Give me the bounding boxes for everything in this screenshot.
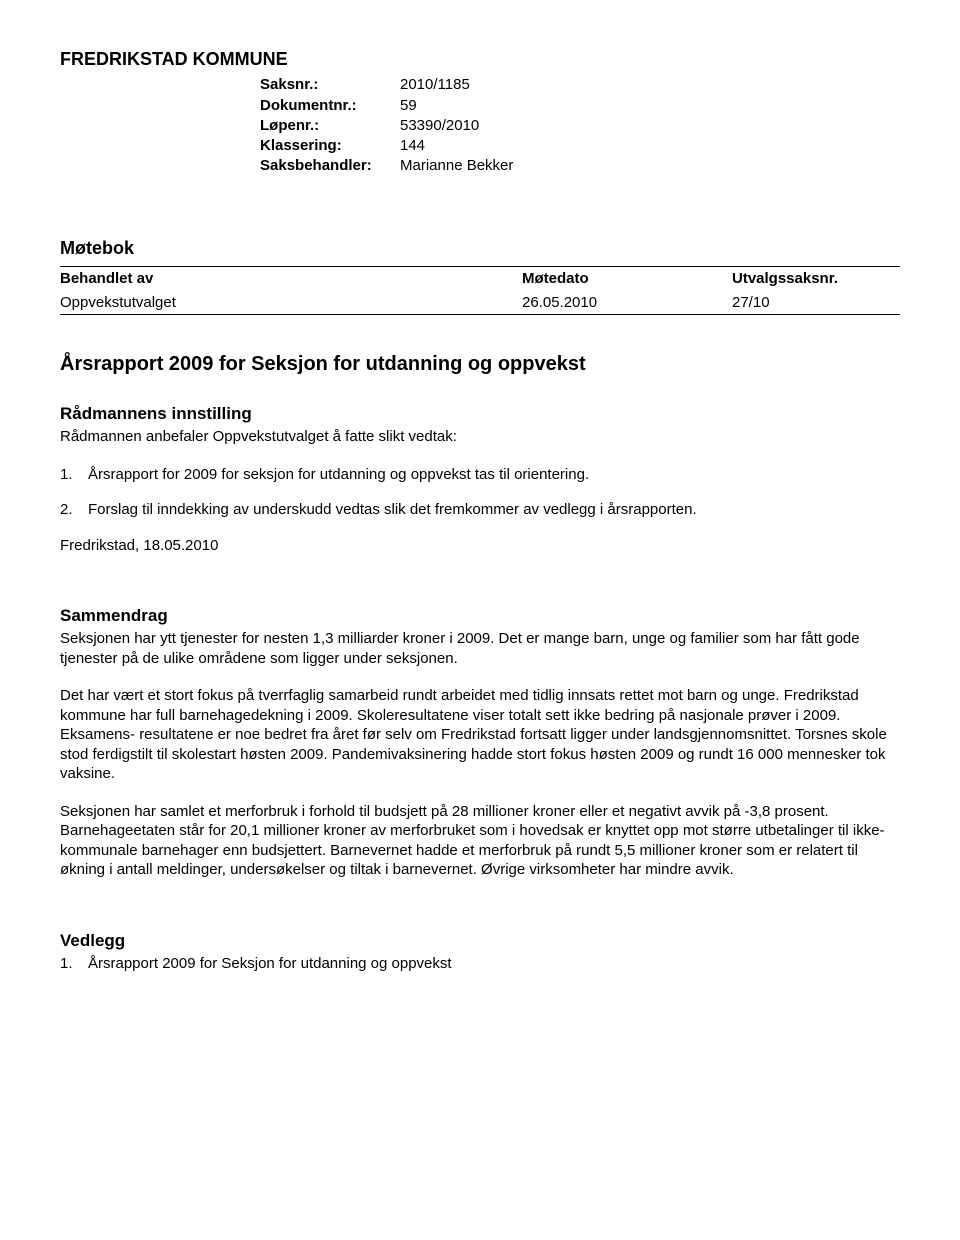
meta-value: 53390/2010 (400, 116, 479, 136)
innstilling-item: 2. Forslag til inndekking av underskudd … (60, 500, 900, 520)
vedlegg-heading: Vedlegg (60, 930, 900, 952)
motebok-heading: Møtebok (60, 237, 900, 260)
item-number: 1. (60, 465, 88, 485)
meta-label: Saksbehandler: (260, 156, 400, 176)
dateplace: Fredrikstad, 18.05.2010 (60, 536, 900, 556)
sammendrag-p1: Seksjonen har ytt tjenester for nesten 1… (60, 629, 900, 668)
meta-row: Løpenr.: 53390/2010 (260, 116, 900, 136)
meta-label: Saksnr.: (260, 75, 400, 95)
item-number: 2. (60, 500, 88, 520)
case-metadata: Saksnr.: 2010/1185 Dokumentnr.: 59 Løpen… (260, 75, 900, 176)
item-text: Forslag til inndekking av underskudd ved… (88, 500, 900, 520)
table-header-row: Behandlet av Møtedato Utvalgssaksnr. (60, 267, 900, 291)
item-number: 1. (60, 954, 88, 974)
meta-label: Dokumentnr.: (260, 96, 400, 116)
vedlegg-item: 1. Årsrapport 2009 for Seksjon for utdan… (60, 954, 900, 974)
table-row: Oppvekstutvalget 26.05.2010 27/10 (60, 291, 900, 315)
sammendrag-heading: Sammendrag (60, 605, 900, 627)
meta-value: 2010/1185 (400, 75, 470, 95)
meta-value: Marianne Bekker (400, 156, 513, 176)
meta-row: Saksnr.: 2010/1185 (260, 75, 900, 95)
cell-utvalgssaksnr: 27/10 (732, 291, 900, 315)
meta-row: Klassering: 144 (260, 136, 900, 156)
meta-value: 144 (400, 136, 425, 156)
cell-behandlet: Oppvekstutvalget (60, 291, 522, 315)
sammendrag-p3: Seksjonen har samlet et merforbruk i for… (60, 802, 900, 880)
document-title: Årsrapport 2009 for Seksjon for utdannin… (60, 351, 900, 377)
col-utvalgssaksnr: Utvalgssaksnr. (732, 267, 900, 291)
item-text: Årsrapport 2009 for Seksjon for utdannin… (88, 954, 900, 974)
col-motedato: Møtedato (522, 267, 732, 291)
sammendrag-p2: Det har vært et stort fokus på tverrfagl… (60, 686, 900, 784)
meta-label: Klassering: (260, 136, 400, 156)
motebok-table: Behandlet av Møtedato Utvalgssaksnr. Opp… (60, 266, 900, 315)
innstilling-item: 1. Årsrapport for 2009 for seksjon for u… (60, 465, 900, 485)
meta-label: Løpenr.: (260, 116, 400, 136)
meta-row: Dokumentnr.: 59 (260, 96, 900, 116)
meta-value: 59 (400, 96, 417, 116)
col-behandlet: Behandlet av (60, 267, 522, 291)
meta-row: Saksbehandler: Marianne Bekker (260, 156, 900, 176)
org-name: FREDRIKSTAD KOMMUNE (60, 48, 900, 71)
item-text: Årsrapport for 2009 for seksjon for utda… (88, 465, 900, 485)
cell-motedato: 26.05.2010 (522, 291, 732, 315)
innstilling-intro: Rådmannen anbefaler Oppvekstutvalget å f… (60, 427, 900, 447)
innstilling-heading: Rådmannens innstilling (60, 403, 900, 425)
